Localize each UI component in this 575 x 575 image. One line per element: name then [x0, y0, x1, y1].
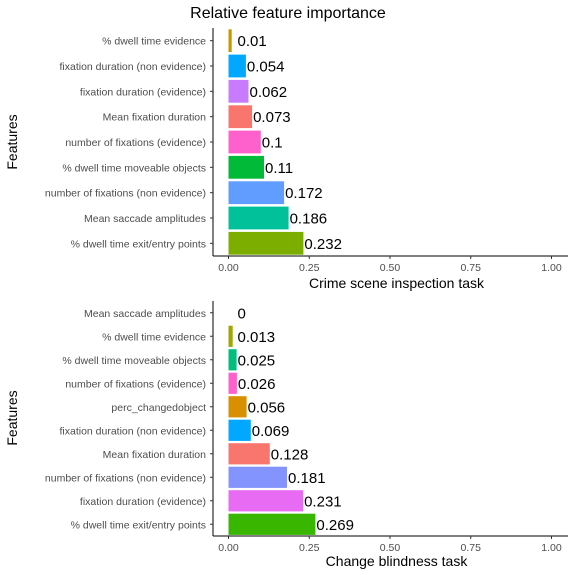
bar	[228, 396, 247, 418]
bar-value-label: 0.1	[262, 135, 283, 152]
bar-value-label: 0.062	[250, 84, 288, 101]
x-tick-label: 0.00	[218, 262, 239, 274]
bar-value-label: 0.056	[248, 399, 286, 416]
y-tick-label: % dwell time moveable objects	[62, 355, 206, 367]
x-tick-label: 1.00	[541, 262, 562, 274]
x-axis-title: Change blindness task	[326, 553, 469, 569]
x-tick-label: 0.50	[380, 542, 401, 554]
x-tick-label: 0.00	[218, 542, 239, 554]
bar	[228, 231, 304, 255]
y-axis-title: Features	[4, 114, 20, 169]
bar-value-label: 0.025	[238, 352, 276, 369]
chart-crime-scene: % dwell time evidence 0.01 fixation durati…	[4, 28, 568, 291]
bar	[228, 349, 237, 371]
bar-value-label: 0.026	[238, 376, 276, 393]
bar-value-label: 0.054	[247, 59, 285, 76]
y-tick-label: % dwell time moveable objects	[62, 162, 206, 174]
bar	[228, 130, 261, 154]
y-tick-label: number of fixations (non evidence)	[45, 188, 206, 200]
bar	[228, 29, 232, 53]
bar	[228, 372, 237, 394]
y-tick-label: number of fixations (evidence)	[65, 378, 206, 390]
bar	[228, 443, 270, 465]
bar-value-label: 0.069	[252, 423, 290, 440]
x-tick-label: 1.00	[541, 542, 562, 554]
y-tick-label: Mean saccade amplitudes	[84, 213, 206, 225]
bar	[228, 490, 304, 512]
bar	[228, 79, 249, 103]
x-tick-label: 0.25	[299, 542, 320, 554]
bar-value-label: 0.181	[288, 470, 326, 487]
bar	[228, 54, 246, 78]
chart-change-blindness: Mean saccade amplitudes 0 % dwell time evi…	[4, 301, 568, 569]
y-tick-label: % dwell time exit/entry points	[71, 519, 206, 531]
figure-title: Relative feature importance	[190, 5, 386, 22]
bar	[228, 181, 285, 205]
bar-value-label: 0	[238, 305, 246, 322]
bar	[228, 466, 287, 488]
y-tick-label: number of fixations (non evidence)	[45, 472, 206, 484]
bar	[228, 105, 253, 129]
bar	[228, 206, 289, 230]
y-tick-label: perc_changedobject	[111, 402, 206, 414]
y-tick-label: number of fixations (evidence)	[65, 137, 206, 149]
bar-value-label: 0.186	[290, 211, 328, 228]
y-tick-label: fixation duration (non evidence)	[59, 61, 206, 73]
y-tick-label: Mean saccade amplitudes	[84, 308, 206, 320]
bar-value-label: 0.232	[304, 236, 342, 253]
bar-value-label: 0.11	[265, 160, 293, 177]
y-axis-title: Features	[4, 390, 20, 445]
bar-value-label: 0.073	[253, 109, 291, 126]
y-tick-label: fixation duration (non evidence)	[59, 425, 206, 437]
y-tick-label: Mean fixation duration	[103, 449, 206, 461]
bar	[228, 325, 233, 347]
x-axis-title: Crime scene inspection task	[309, 275, 485, 291]
bar-value-label: 0.128	[271, 446, 309, 463]
x-tick-label: 0.75	[461, 262, 482, 274]
y-tick-label: Mean fixation duration	[103, 112, 206, 124]
bar-value-label: 0.269	[316, 517, 354, 534]
bar	[228, 513, 316, 535]
y-tick-label: % dwell time exit/entry points	[71, 238, 206, 250]
x-tick-label: 0.75	[461, 542, 482, 554]
y-tick-label: fixation duration (evidence)	[80, 86, 206, 98]
y-tick-label: % dwell time evidence	[102, 36, 206, 48]
y-tick-label: fixation duration (evidence)	[80, 496, 206, 508]
bar	[228, 419, 251, 441]
bar	[228, 155, 264, 179]
bar-value-label: 0.231	[304, 493, 342, 510]
bar-value-label: 0.172	[285, 185, 323, 202]
x-tick-label: 0.50	[380, 262, 401, 274]
y-tick-label: % dwell time evidence	[102, 331, 206, 343]
x-tick-label: 0.25	[299, 262, 320, 274]
bar-value-label: 0.01	[238, 33, 267, 50]
bar-value-label: 0.013	[238, 329, 276, 346]
